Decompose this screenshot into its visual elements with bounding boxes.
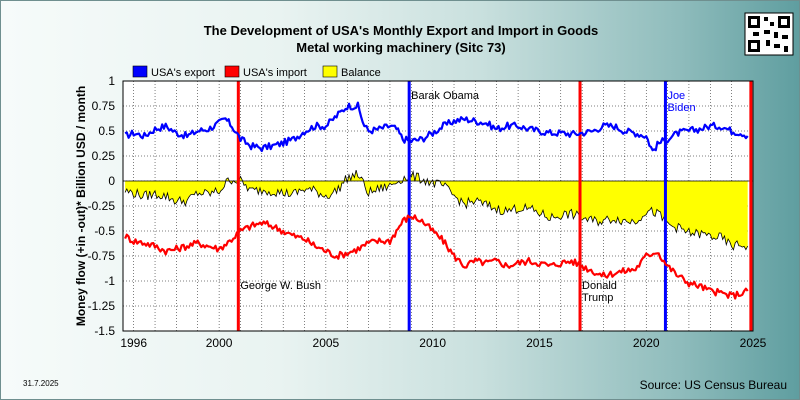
- y-tick-label: 0: [108, 174, 115, 188]
- y-axis-label: Money flow (+in -out)* Billion USD / mon…: [74, 86, 88, 326]
- y-tick-label: 1: [108, 74, 115, 88]
- export-line: [124, 101, 749, 153]
- legend: USA's export USA's import Balance: [132, 65, 381, 79]
- footer-source: Source: US Census Bureau: [640, 378, 787, 392]
- y-tick-label: -0.25: [88, 199, 116, 213]
- plot-border: [122, 80, 754, 332]
- y-tick-label: -1: [104, 274, 115, 288]
- president-label: George W. Bush: [240, 280, 321, 292]
- y-tick-label: 0.5: [98, 124, 115, 138]
- legend-swatch: [322, 65, 338, 78]
- qr-code-icon: [744, 12, 794, 56]
- import-line: [124, 214, 749, 300]
- x-tick-label: 2000: [206, 336, 233, 350]
- president-label: Joe: [667, 90, 685, 102]
- president-label: Don: [753, 280, 773, 292]
- legend-label: Balance: [341, 67, 381, 79]
- y-tick-label: -1.5: [94, 324, 115, 338]
- president-label: Biden: [667, 102, 695, 114]
- president-label: Trum: [753, 292, 778, 304]
- x-tick-label: 2020: [633, 336, 660, 350]
- y-tick-label: 0.75: [92, 99, 116, 113]
- x-tick-label: 2005: [313, 336, 340, 350]
- y-tick-label: -0.5: [94, 224, 115, 238]
- y-tick-label: -0.75: [88, 249, 116, 263]
- y-tick-label: -1.25: [88, 299, 116, 313]
- x-tick-label: 1996: [120, 336, 147, 350]
- legend-swatch: [132, 65, 148, 78]
- legend-label: USA's import: [243, 67, 307, 79]
- footer-date: 31.7.2025: [23, 379, 59, 388]
- president-label: Donald: [582, 280, 617, 292]
- chart-title: The Development of USA's Monthly Export …: [204, 23, 599, 38]
- x-axis: 1996 2000 2005 2010 2015 2020 2025: [120, 336, 766, 350]
- y-tick-label: 0.25: [92, 149, 116, 163]
- chart-subtitle: Metal working machinery (Sitc 73): [296, 40, 506, 55]
- balance-line: [124, 169, 749, 251]
- x-tick-label: 2010: [419, 336, 446, 350]
- x-tick-label: 2025: [740, 336, 767, 350]
- y-axis: 1 0.75 0.5 0.25 0 -0.25 -0.5 -0.75 -1 -1.25 -1.5: [88, 74, 754, 338]
- legend-swatch: [224, 65, 240, 78]
- president-label: Trump: [582, 292, 613, 304]
- legend-label: USA's export: [151, 67, 215, 79]
- president-label: Barak Obama: [411, 90, 480, 102]
- x-tick-label: 2015: [526, 336, 553, 350]
